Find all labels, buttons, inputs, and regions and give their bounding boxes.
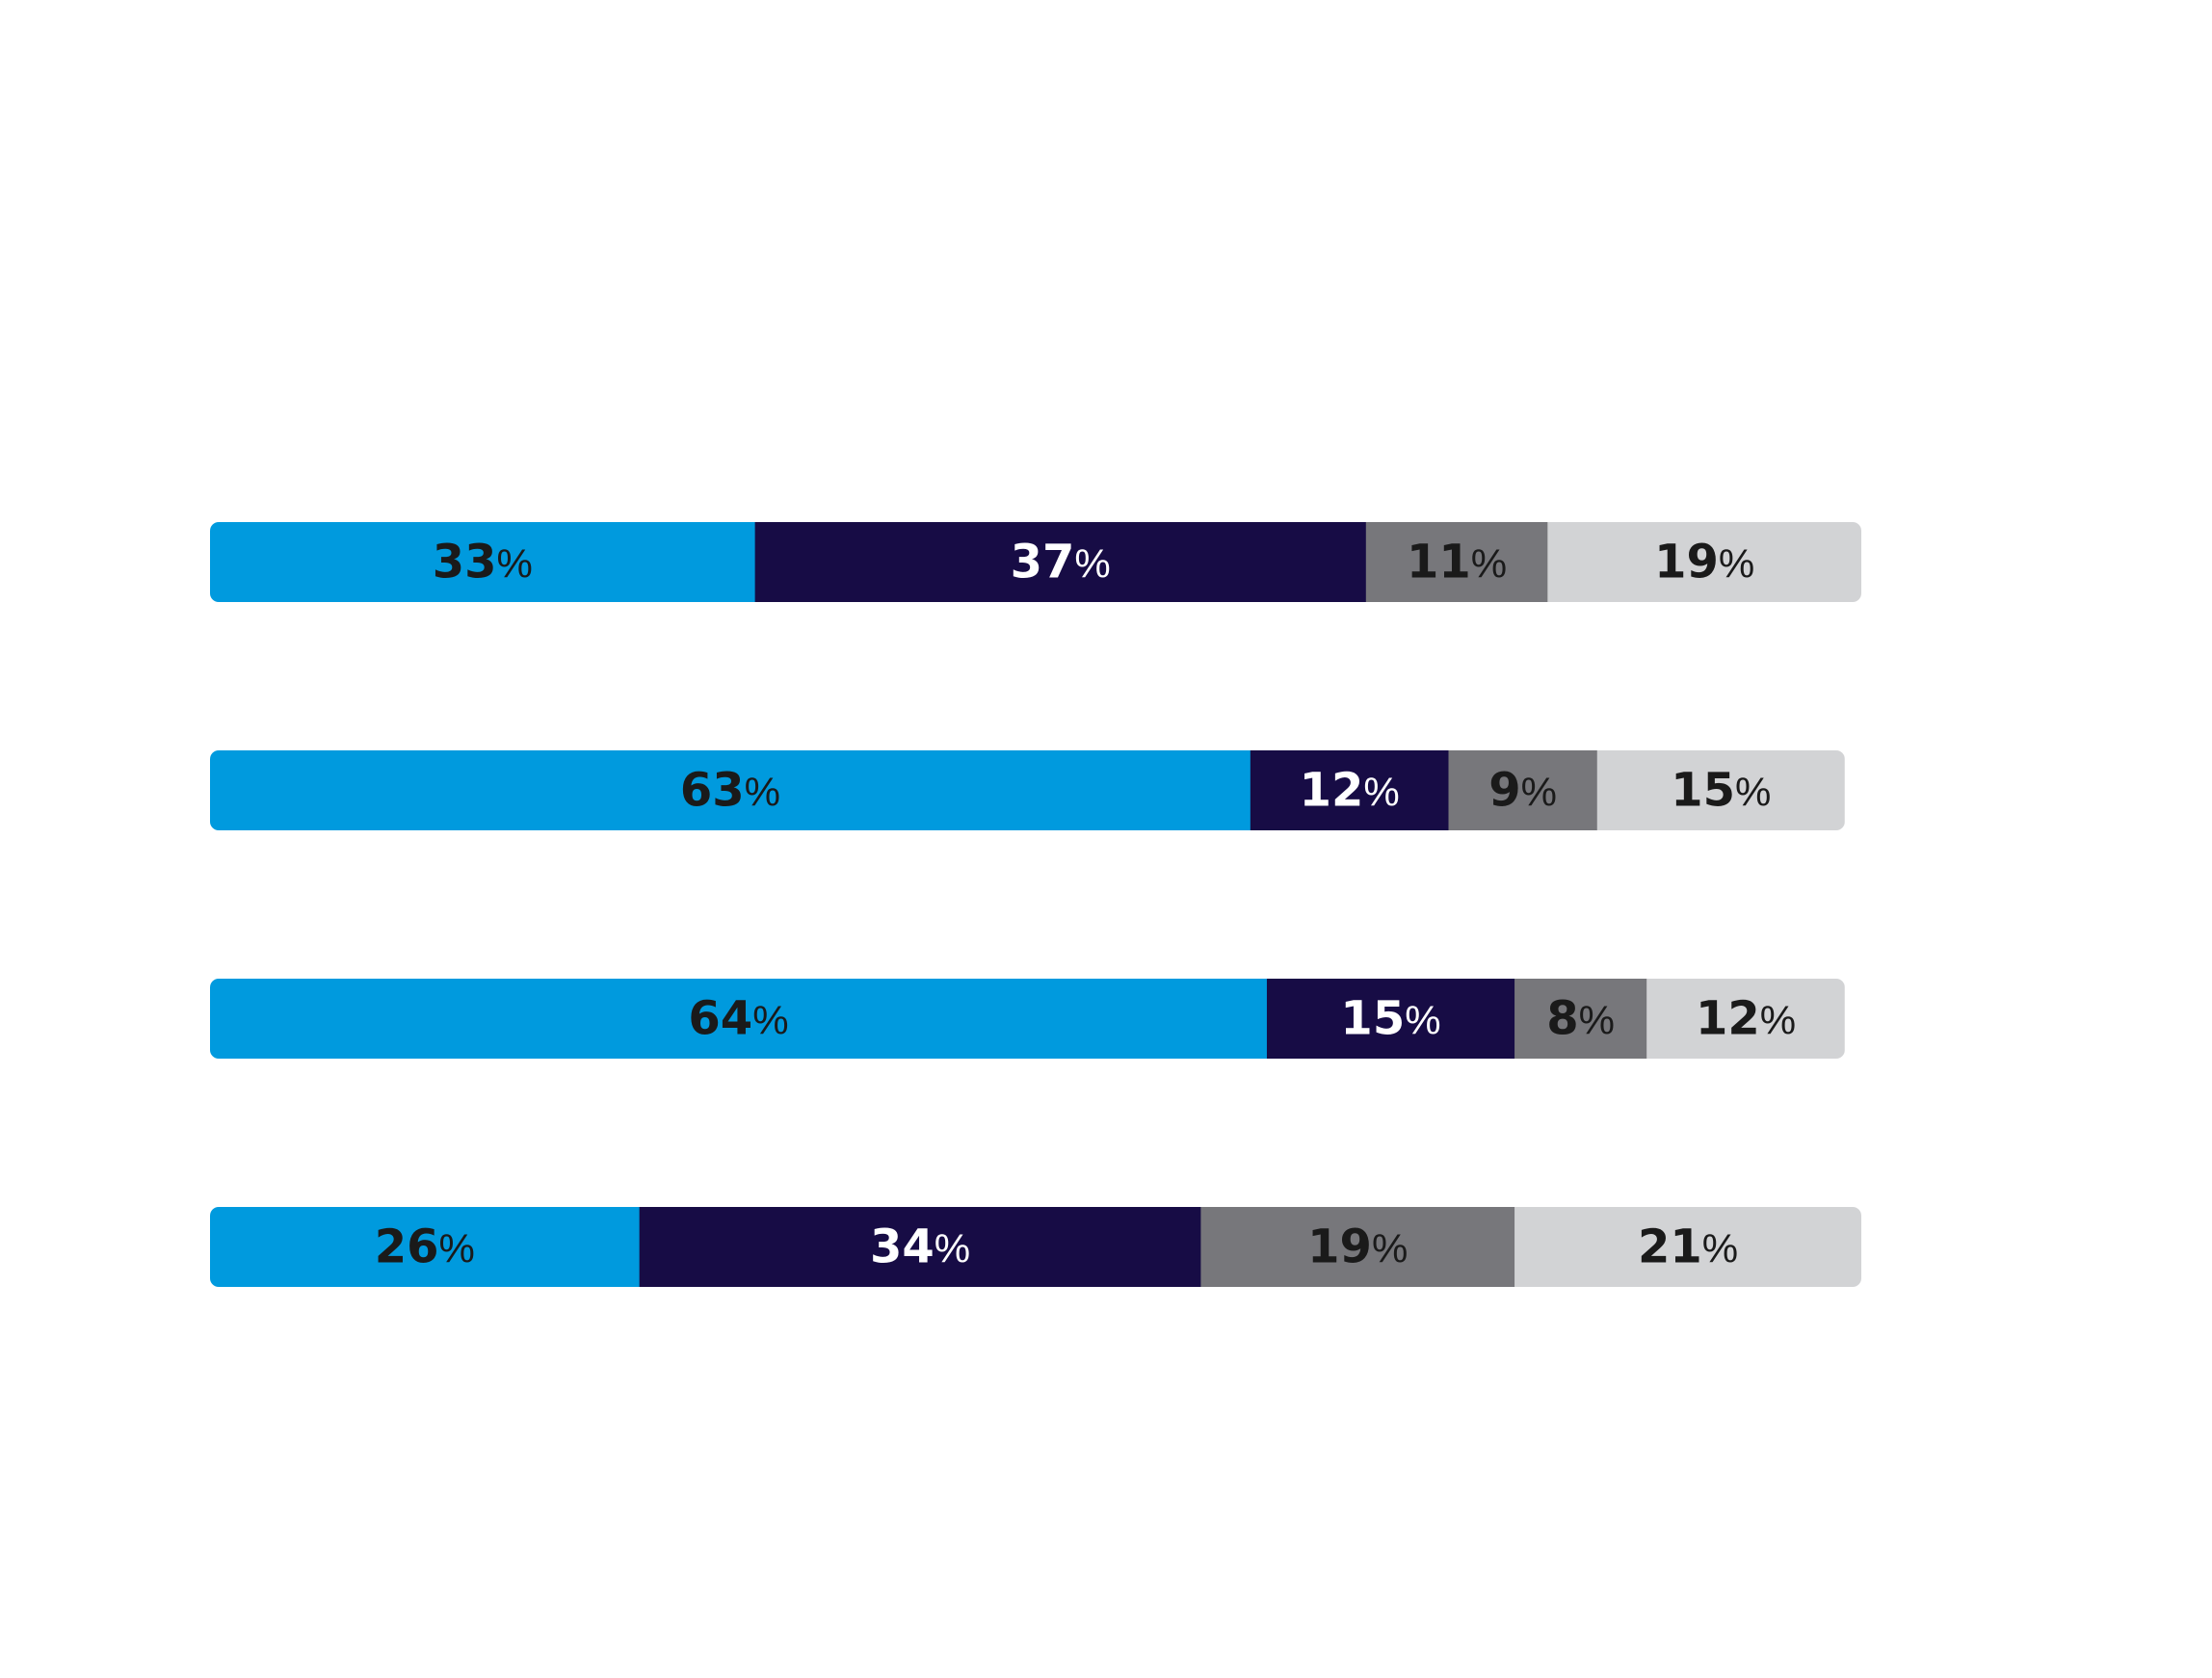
data-label-suffix: % [752, 998, 788, 1043]
data-label-row1-series1: 33% [433, 536, 533, 590]
data-label-value: 15 [1671, 764, 1735, 818]
data-label-row2-series3: 9% [1488, 764, 1557, 818]
data-label-row4-series1: 26% [375, 1220, 475, 1274]
bar-segment-row3-series4 [1646, 979, 1845, 1059]
data-label-suffix: % [439, 1226, 475, 1272]
bar-segment-row4-series3 [1200, 1207, 1515, 1287]
bar-segment-row1-series3 [1365, 522, 1548, 602]
data-label-value: 64 [688, 992, 752, 1046]
data-label-row3-series4: 12% [1696, 992, 1796, 1046]
bar-segment-row1-series1 [210, 522, 756, 602]
data-label-suffix: % [1579, 998, 1615, 1043]
data-label-row2-series2: 12% [1300, 764, 1400, 818]
data-label-row3-series1: 64% [688, 992, 788, 1046]
data-label-suffix: % [1363, 770, 1399, 815]
data-label-row4-series2: 34% [870, 1220, 970, 1274]
data-label-row1-series2: 37% [1011, 536, 1111, 590]
data-label-value: 34 [870, 1220, 935, 1274]
data-label-row1-series4: 19% [1654, 536, 1754, 590]
data-label-value: 33 [433, 536, 497, 590]
bar-segment-row4-series1 [210, 1207, 641, 1287]
data-label-suffix: % [935, 1226, 970, 1272]
bar-row-4: 26% 34% 19% 21% [210, 1207, 1861, 1287]
data-label-value: 19 [1307, 1220, 1372, 1274]
bar-segment-row2-series3 [1448, 750, 1598, 830]
data-label-value: 12 [1300, 764, 1364, 818]
data-label-suffix: % [1471, 541, 1507, 587]
bar-segment-row1-series2 [754, 522, 1367, 602]
data-label-suffix: % [1372, 1226, 1408, 1272]
data-label-suffix: % [1405, 998, 1440, 1043]
data-label-suffix: % [1719, 541, 1754, 587]
bar-segment-row2-series4 [1596, 750, 1845, 830]
data-label-row3-series3: 8% [1546, 992, 1615, 1046]
data-label-row2-series1: 63% [680, 764, 780, 818]
data-label-value: 37 [1011, 536, 1075, 590]
data-label-suffix: % [745, 770, 780, 815]
bar-row-3: 64% 15% 8% 12% [210, 979, 1845, 1059]
data-label-row2-series4: 15% [1671, 764, 1771, 818]
data-label-value: 21 [1638, 1220, 1702, 1274]
bar-segment-row1-series4 [1547, 522, 1861, 602]
data-label-value: 15 [1340, 992, 1405, 1046]
data-label-row4-series4: 21% [1638, 1220, 1738, 1274]
data-label-value: 19 [1654, 536, 1719, 590]
bar-segment-row2-series1 [210, 750, 1251, 830]
data-label-suffix: % [1074, 541, 1110, 587]
data-label-value: 9 [1488, 764, 1520, 818]
data-label-value: 8 [1546, 992, 1578, 1046]
bar-segment-row3-series3 [1514, 979, 1647, 1059]
bar-segment-row3-series2 [1266, 979, 1515, 1059]
bar-row-1: 33% 37% 11% 19% [210, 522, 1861, 602]
data-label-row1-series3: 11% [1407, 536, 1507, 590]
data-label-row4-series3: 19% [1307, 1220, 1408, 1274]
bar-segment-row4-series2 [639, 1207, 1201, 1287]
data-label-row3-series2: 15% [1340, 992, 1440, 1046]
bar-segment-row3-series1 [210, 979, 1268, 1059]
data-label-suffix: % [1521, 770, 1557, 815]
data-label-suffix: % [1702, 1226, 1738, 1272]
data-label-suffix: % [1735, 770, 1771, 815]
data-label-value: 63 [680, 764, 745, 818]
data-label-suffix: % [497, 541, 533, 587]
bar-row-2: 63% 12% 9% 15% [210, 750, 1845, 830]
bar-segment-row4-series4 [1514, 1207, 1861, 1287]
data-label-value: 11 [1407, 536, 1471, 590]
data-label-suffix: % [1760, 998, 1796, 1043]
data-label-value: 26 [375, 1220, 439, 1274]
data-label-value: 12 [1696, 992, 1760, 1046]
bar-segment-row2-series2 [1250, 750, 1450, 830]
